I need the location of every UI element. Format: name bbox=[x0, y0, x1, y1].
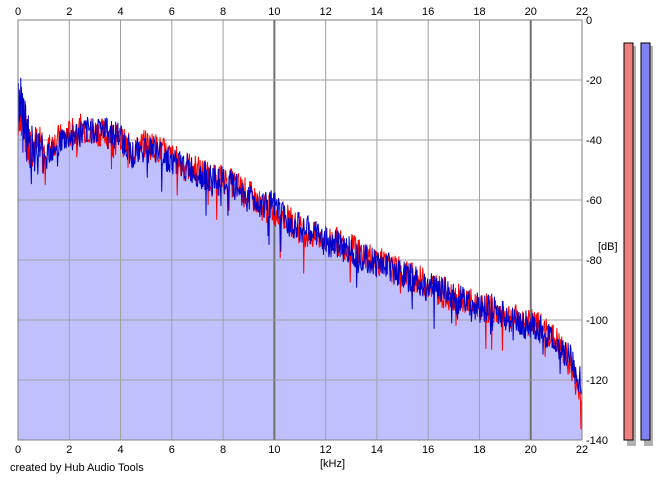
x-tick-label: 12 bbox=[320, 444, 332, 456]
series-line-2 bbox=[17, 77, 583, 395]
x-tick-label: 6 bbox=[169, 6, 175, 18]
x-axis-label: [kHz] bbox=[320, 458, 345, 470]
x-tick-label: 12 bbox=[320, 6, 332, 18]
x-tick-label: 10 bbox=[268, 444, 280, 456]
x-tick-label: 2 bbox=[66, 444, 72, 456]
x-tick-label: 14 bbox=[371, 6, 383, 18]
x-tick-label: 4 bbox=[117, 444, 123, 456]
y-tick-labels: 0 -20 -40 -60 -80 -100 -120 -140 bbox=[586, 15, 608, 447]
x-tick-label: 4 bbox=[117, 6, 123, 18]
level-meter-right bbox=[640, 42, 651, 441]
y-tick-label: 0 bbox=[586, 15, 592, 27]
footer-credit: created by Hub Audio Tools bbox=[10, 462, 144, 474]
plot-frame bbox=[17, 19, 583, 441]
x-tick-label: 18 bbox=[473, 444, 485, 456]
x-tick-label: 20 bbox=[525, 444, 537, 456]
y-tick-label: -60 bbox=[586, 195, 602, 207]
series-lines bbox=[17, 77, 583, 430]
y-tick-label: -20 bbox=[586, 75, 602, 87]
x-tick-label: 14 bbox=[371, 444, 383, 456]
x-tick-label: 10 bbox=[268, 6, 280, 18]
level-meter-left bbox=[623, 42, 634, 441]
x-tick-labels-bottom: 0 2 4 6 8 10 12 14 16 18 20 22 bbox=[15, 444, 588, 456]
x-tick-label: 6 bbox=[169, 444, 175, 456]
x-tick-label: 18 bbox=[473, 6, 485, 18]
x-tick-label: 22 bbox=[576, 6, 588, 18]
x-tick-label: 20 bbox=[525, 6, 537, 18]
y-tick-label: -40 bbox=[586, 135, 602, 147]
y-tick-label: -100 bbox=[586, 315, 608, 327]
x-tick-labels-top: 0 2 4 6 8 10 12 14 16 18 20 22 bbox=[15, 6, 588, 18]
y-tick-label: -80 bbox=[586, 255, 602, 267]
x-tick-label: 22 bbox=[576, 444, 588, 456]
x-tick-label: 8 bbox=[220, 6, 226, 18]
x-tick-label: 0 bbox=[15, 6, 21, 18]
y-tick-label: -140 bbox=[586, 435, 608, 447]
x-tick-label: 8 bbox=[220, 444, 226, 456]
level-meters bbox=[623, 42, 653, 446]
x-tick-label: 2 bbox=[66, 6, 72, 18]
x-tick-label: 16 bbox=[422, 444, 434, 456]
spectrum-fill bbox=[18, 77, 582, 440]
y-tick-label: -120 bbox=[586, 375, 608, 387]
x-tick-label: 0 bbox=[15, 444, 21, 456]
y-axis-label: [dB] bbox=[598, 241, 618, 253]
x-tick-label: 16 bbox=[422, 6, 434, 18]
